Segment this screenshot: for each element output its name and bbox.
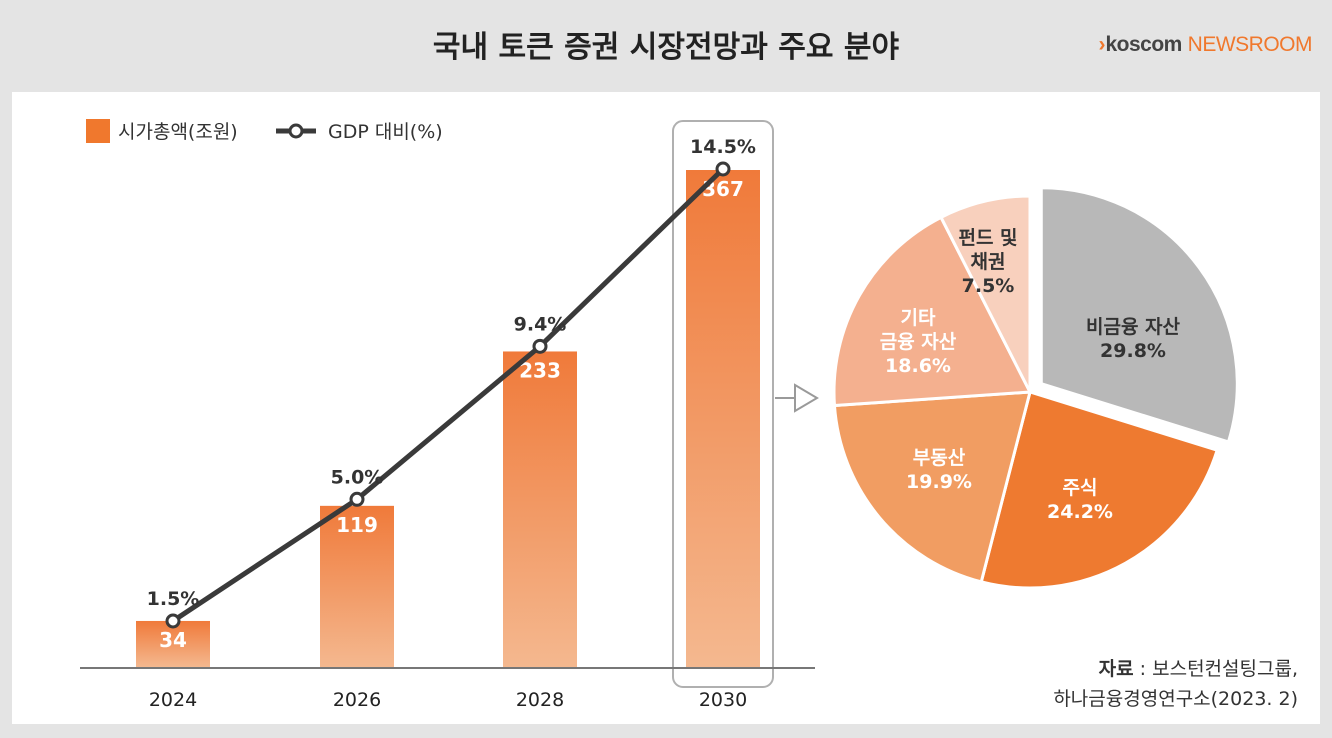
- pie-slice-name: 부동산: [913, 447, 966, 469]
- legend-swatch-bar: [86, 119, 110, 143]
- legend-marker-gdp: [288, 123, 304, 139]
- bar-2030: [686, 170, 760, 667]
- arrow-head-icon: [794, 383, 819, 413]
- gdp-point: [349, 491, 365, 507]
- source-label: 자료: [1098, 658, 1134, 680]
- bar-2026: [320, 505, 394, 667]
- bar-value-label: 233: [519, 358, 561, 382]
- bar-value-label: 119: [336, 513, 378, 537]
- gdp-line: [171, 167, 725, 624]
- pie-slice-name: 펀드 및: [958, 227, 1017, 249]
- x-tick-label: 2028: [516, 689, 564, 711]
- pie-slice-name: 채권: [971, 251, 1006, 273]
- pie-slice-value: 24.2%: [1047, 501, 1113, 523]
- legend-label-line: GDP 대비(%): [328, 121, 443, 143]
- pie-slice-name: 기타: [901, 307, 936, 329]
- logo-brand: koscom: [1105, 33, 1182, 56]
- highlight-box-2030: [672, 120, 774, 688]
- gdp-value-label: 9.4%: [514, 313, 567, 335]
- logo-chevron-icon: ›: [1098, 33, 1106, 56]
- gdp-value-label: 14.5%: [690, 136, 756, 158]
- gdp-point: [532, 338, 548, 354]
- pie-slice-name: 비금융 자산: [1086, 316, 1181, 338]
- gdp-point: [165, 613, 181, 629]
- gdp-point: [715, 161, 731, 177]
- x-tick-label: 2024: [149, 689, 197, 711]
- legend-label-bar: 시가총액(조원): [118, 121, 238, 143]
- source-note: 자료 : 보스턴컨설팅그룹, 하나금융경영연구소(2023. 2): [1053, 654, 1298, 714]
- koscom-newsroom-logo: ›koscom NEWSROOM: [1098, 33, 1312, 57]
- source-line1: : 보스턴컨설팅그룹,: [1133, 658, 1298, 680]
- pie-slice-value: 18.6%: [885, 355, 951, 377]
- pie-slice-name: 주식: [1063, 477, 1098, 499]
- x-tick-label: 2026: [333, 689, 381, 711]
- bar-2024: [136, 620, 210, 667]
- gdp-value-label: 1.5%: [147, 588, 200, 610]
- logo-suffix: NEWSROOM: [1187, 33, 1313, 56]
- pie-slice-value: 19.9%: [906, 471, 972, 493]
- pie-slice: [979, 390, 1220, 590]
- gdp-value-label: 5.0%: [331, 466, 384, 488]
- source-line2: 하나금융경영연구소(2023. 2): [1053, 688, 1298, 710]
- pie-slice-value: 29.8%: [1100, 340, 1166, 362]
- page-title: 국내 토큰 증권 시장전망과 주요 분야: [432, 30, 900, 65]
- pie-slice-value: 7.5%: [962, 275, 1015, 297]
- pie-slice: [1039, 186, 1239, 444]
- pie-slice-name: 금융 자산: [880, 331, 957, 353]
- pie-slice: [939, 194, 1032, 393]
- pie-slice: [832, 390, 1032, 584]
- pie-slice: [832, 215, 1033, 408]
- x-tick-label: 2030: [699, 689, 747, 711]
- bar-value-label: 34: [159, 628, 187, 652]
- bar-2028: [503, 351, 577, 667]
